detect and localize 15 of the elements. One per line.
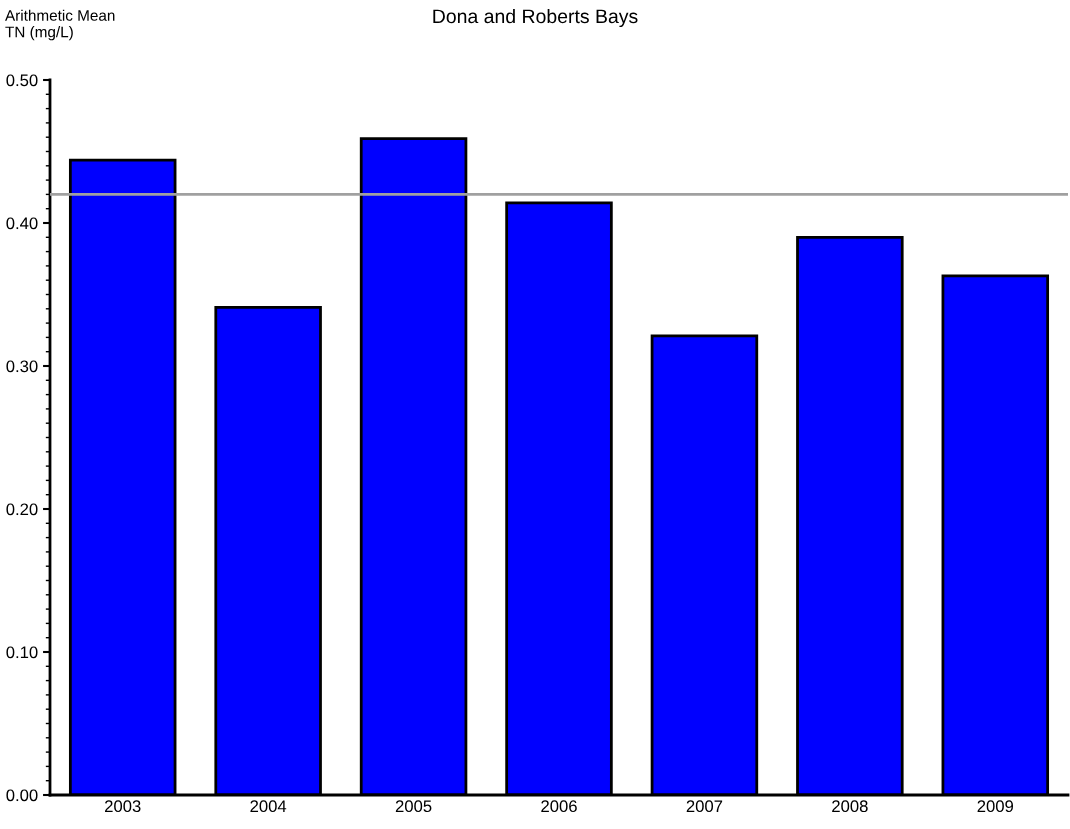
x-tick-label: 2003 xyxy=(105,800,141,813)
x-tick-label: 2006 xyxy=(541,800,577,813)
chart-title: Dona and Roberts Bays xyxy=(433,8,638,28)
y-tick-label: 0.20 xyxy=(6,503,38,516)
x-tick-label: 2008 xyxy=(832,800,868,813)
y-tick-label: 0.00 xyxy=(6,789,38,802)
y-tick-label: 0.10 xyxy=(6,646,38,659)
y-tick-label: 0.50 xyxy=(6,74,38,87)
x-tick-label: 2004 xyxy=(250,800,287,813)
y-tick-label: 0.40 xyxy=(6,217,38,230)
y-tick-label: 0.30 xyxy=(6,360,38,373)
x-tick-label: 2005 xyxy=(395,800,432,813)
x-tick-label: 2007 xyxy=(686,800,723,813)
x-tick-label: 2009 xyxy=(977,800,1014,813)
y-axis-title: Arithmetic Mean TN (mg/L) xyxy=(5,9,115,41)
